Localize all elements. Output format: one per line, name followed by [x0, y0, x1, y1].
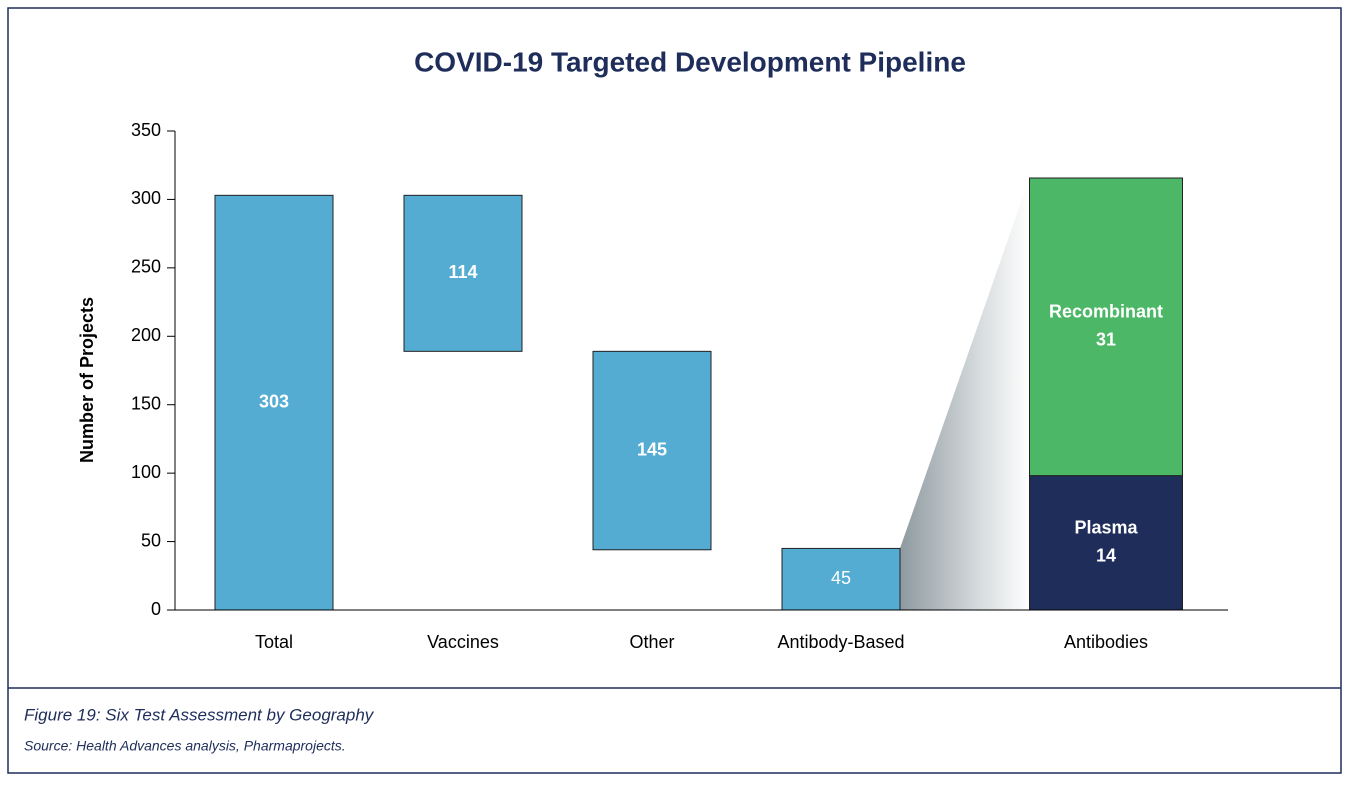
- value-label: 303: [259, 391, 289, 411]
- x-tick-label: Antibodies: [1064, 632, 1148, 652]
- x-tick-label: Other: [629, 632, 674, 652]
- frame: [7, 7, 1342, 774]
- breakdown-segment: [1029, 475, 1183, 611]
- segment-name: Recombinant: [1049, 302, 1163, 322]
- y-tick-label: 0: [151, 599, 161, 619]
- source: Source: Health Advances analysis, Pharma…: [24, 738, 346, 754]
- y-tick-label: 50: [141, 530, 161, 550]
- bar: [781, 547, 901, 611]
- breakdown-segment: [1029, 177, 1183, 477]
- value-label: 45: [831, 568, 851, 588]
- y-tick-label: 200: [131, 325, 161, 345]
- bar: [592, 350, 712, 551]
- y-tick-label: 150: [131, 393, 161, 413]
- bar: [403, 194, 523, 352]
- segment-value: 31: [1096, 330, 1116, 350]
- y-tick-label: 100: [131, 462, 161, 482]
- x-tick-label: Antibody-Based: [777, 632, 904, 652]
- segment-name: Plasma: [1074, 518, 1138, 538]
- y-tick-label: 250: [131, 257, 161, 277]
- chart-title: COVID-19 Targeted Development Pipeline: [414, 46, 966, 77]
- connector: [900, 178, 1030, 610]
- x-tick-label: Vaccines: [427, 632, 499, 652]
- x-tick-label: Total: [255, 632, 293, 652]
- y-tick-label: 300: [131, 188, 161, 208]
- y-tick-label: 350: [131, 120, 161, 140]
- value-label: 114: [448, 262, 477, 282]
- y-axis-label: Number of Projects: [77, 297, 97, 463]
- value-label: 145: [637, 439, 667, 459]
- bar: [214, 194, 334, 611]
- caption: Figure 19: Six Test Assessment by Geogra…: [24, 705, 375, 724]
- segment-value: 14: [1096, 546, 1116, 566]
